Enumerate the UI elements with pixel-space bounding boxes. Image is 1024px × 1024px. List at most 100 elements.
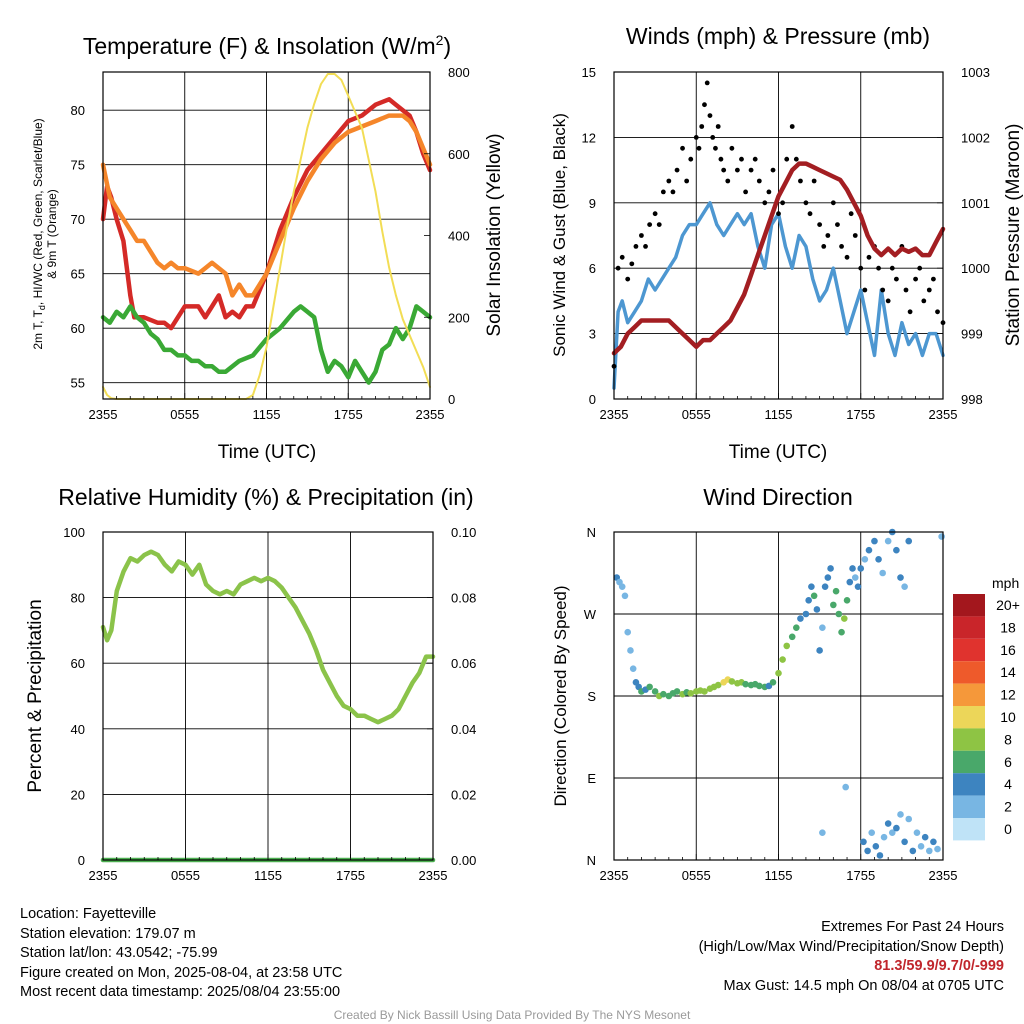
extremes-info: Extremes For Past 24 Hours (High/Low/Max… — [584, 918, 1004, 996]
y-tick-label: 75 — [71, 158, 85, 173]
colorbar-swatch — [953, 683, 985, 706]
humidity-panel: Relative Humidity (%) & Precipitation (i… — [25, 484, 476, 883]
y-tick-label: E — [587, 771, 596, 786]
direction-point — [660, 690, 667, 698]
gust-point — [721, 167, 727, 173]
colorbar-label: 14 — [1000, 664, 1016, 680]
gust-point — [921, 298, 927, 304]
gust-point — [670, 189, 676, 195]
gust-point — [699, 124, 705, 129]
colorbar-label: 4 — [1004, 776, 1012, 792]
colorbar-label: 16 — [1000, 642, 1016, 658]
temperature-ticks: 2355 0555 1155 1755 235555606570758002004006… — [71, 65, 470, 422]
x-tick-label: 1755 — [846, 407, 875, 422]
y-tick-label: N — [587, 853, 596, 868]
gust-point — [839, 244, 844, 249]
direction-point — [687, 689, 695, 697]
gust-point — [821, 244, 827, 249]
y-tick-label: 70 — [71, 212, 85, 227]
direction-point — [810, 592, 818, 600]
colorbar-swatch — [953, 818, 985, 841]
gust-point — [798, 178, 803, 184]
temperature-ylabel-left-line2: & 9m T (Orange) — [45, 189, 59, 279]
direction-point — [897, 574, 904, 581]
direction-point — [934, 845, 941, 853]
y2-tick-label: 800 — [448, 65, 470, 80]
y-tick-label: 65 — [71, 267, 85, 282]
gust-point — [752, 156, 758, 162]
gust-point — [625, 276, 631, 282]
direction-point — [651, 688, 659, 695]
gust-point — [917, 265, 923, 271]
direction-point — [864, 847, 871, 855]
gust-point — [647, 222, 653, 228]
direction-point — [865, 546, 873, 554]
x-tick-label: 1155 — [765, 407, 793, 422]
direction-point — [714, 681, 722, 689]
direction-point — [819, 829, 826, 836]
gust-point — [639, 233, 644, 238]
colorbar-label: 20+ — [996, 597, 1020, 613]
extremes-values: 81.3/59.9/9.7/0/-999 — [874, 958, 1004, 974]
gust-point — [780, 200, 786, 206]
colorbar-label: 6 — [1004, 754, 1012, 770]
direction-point — [808, 583, 815, 590]
direction-point — [802, 610, 810, 618]
gust-point — [862, 287, 868, 293]
direction-point — [838, 628, 845, 636]
gust-point — [770, 167, 776, 173]
figure-created: Figure created on Mon, 2025-08-04, at 23… — [20, 964, 343, 981]
y-tick-label: 0 — [589, 392, 596, 407]
direction-point — [938, 533, 945, 540]
gust-point — [704, 80, 710, 86]
x-tick-label: 1755 — [846, 868, 875, 883]
gust-point — [931, 276, 936, 282]
gust-point — [776, 211, 781, 217]
y2-tick-label: 600 — [448, 147, 470, 162]
recent-timestamp: Most recent data timestamp: 2025/08/04 2… — [20, 984, 341, 1000]
direction-point — [701, 688, 708, 695]
colorbar-swatch — [953, 594, 985, 617]
direction-point — [875, 556, 882, 563]
extremes-subtitle: (High/Low/Max Wind/Precipitation/Snow De… — [698, 938, 1004, 955]
direction-point — [797, 615, 804, 622]
gust-point — [762, 200, 768, 206]
y-tick-label: 3 — [589, 327, 596, 342]
direction-point — [901, 838, 908, 846]
gust-point — [693, 135, 699, 140]
y2-tick-label: 0.02 — [451, 787, 476, 802]
direction-point — [901, 583, 908, 590]
x-tick-label: 1155 — [765, 868, 793, 883]
x-tick-label: 2355 — [929, 868, 958, 883]
colorbar-swatch — [953, 773, 985, 796]
direction-point — [860, 838, 867, 846]
direction-point — [673, 688, 681, 695]
direction-point — [843, 597, 851, 604]
direction-ticks: 2355 0555 1155 1755 2355 N E S W N — [584, 525, 958, 883]
direction-point — [824, 574, 832, 581]
direction-point — [851, 574, 859, 581]
direction-point — [728, 678, 736, 685]
x-tick-label: 1755 — [336, 868, 365, 883]
y-tick-label: 100 — [63, 525, 85, 540]
colorbar-label: 2 — [1004, 799, 1012, 815]
direction-point — [884, 820, 892, 827]
direction-point — [769, 679, 777, 686]
direction-series — [613, 528, 945, 859]
y-tick-label: 0 — [78, 853, 85, 868]
direction-point — [905, 815, 913, 823]
gust-point — [725, 178, 731, 184]
x-tick-label: 2355 — [929, 407, 958, 422]
y2-tick-label: 200 — [448, 310, 470, 325]
colorbar-label: 12 — [1000, 687, 1016, 703]
y2-tick-label: 1003 — [961, 65, 990, 80]
speed-colorbar: 20+ 18 16 14 12 10 8 6 4 2 0 — [953, 594, 1020, 841]
gust-point — [715, 124, 721, 129]
colorbar-label: 10 — [1000, 709, 1016, 725]
station-elevation: Station elevation: 179.07 m — [20, 925, 196, 942]
gust-point — [696, 145, 702, 151]
direction-point — [880, 833, 888, 841]
x-tick-label: 2355 — [419, 868, 448, 883]
direction-point — [861, 556, 869, 563]
